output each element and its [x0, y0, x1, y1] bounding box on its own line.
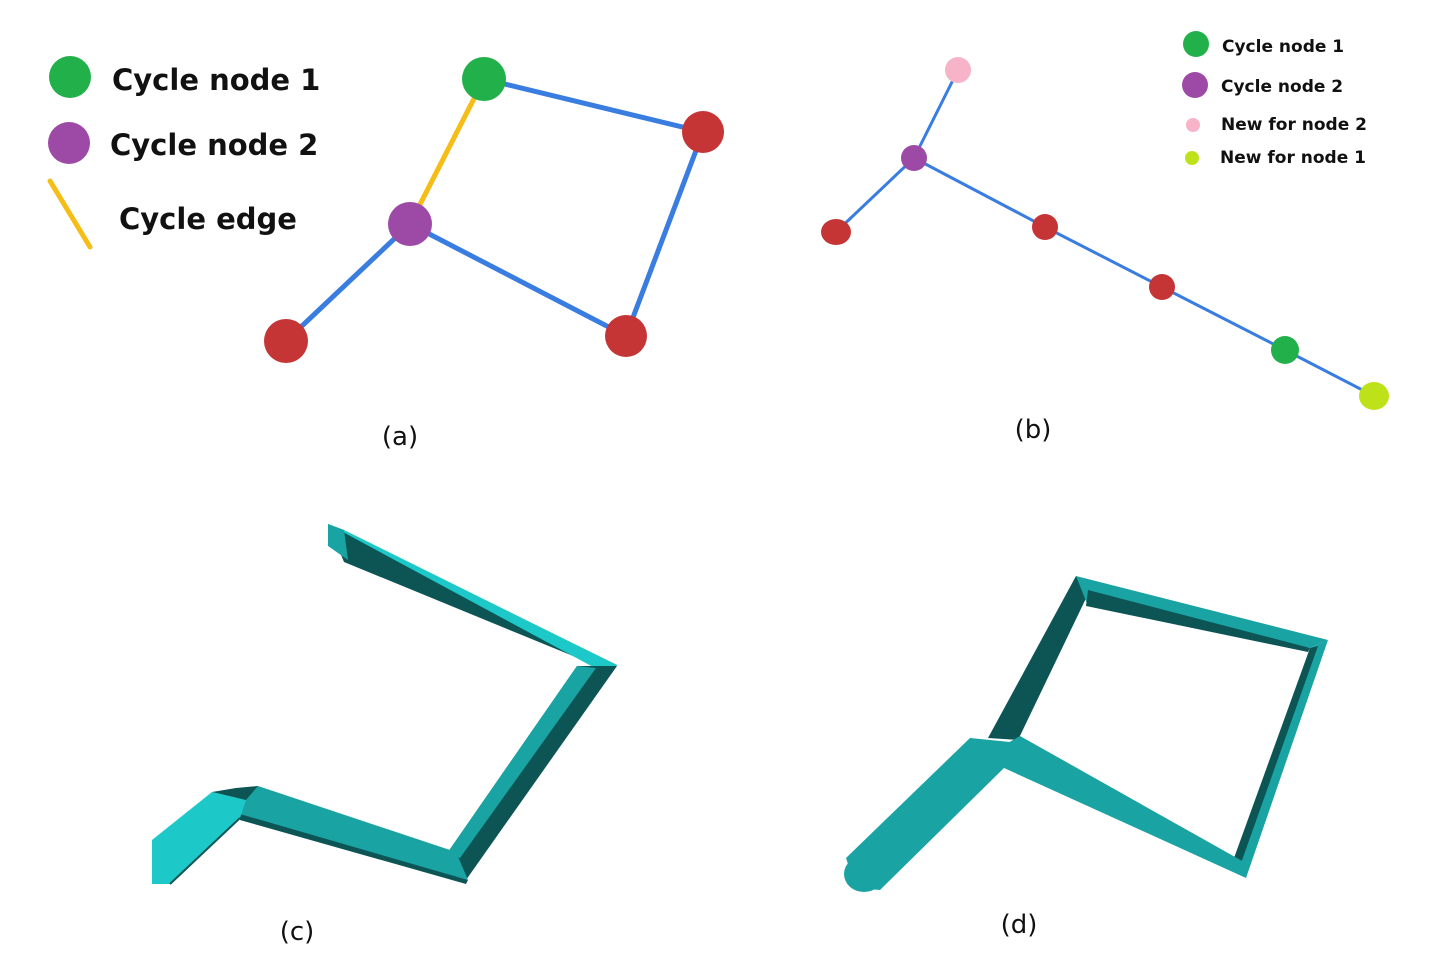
tube-face-mid: [236, 786, 468, 880]
caption-d: (d): [1001, 910, 1038, 940]
caption-c: (c): [280, 917, 315, 947]
panel-a: Cycle node 1 Cycle node 2 Cycle edge (a): [47, 56, 724, 452]
legend-cycle-node-1-swatch: [49, 56, 91, 98]
tube-face-mid: [448, 666, 596, 858]
tube-face-mid: [846, 738, 1010, 890]
node: [1032, 214, 1058, 240]
edge: [913, 156, 1046, 229]
tube-face-mid: [1236, 640, 1328, 878]
panel-d: (d): [844, 576, 1328, 940]
tube-edge: [169, 817, 241, 885]
new-for-node-1: [1359, 382, 1389, 410]
edge: [834, 156, 916, 234]
tube-face-dark: [240, 814, 468, 884]
tube-face-dark: [1234, 646, 1318, 866]
edge: [1044, 225, 1163, 289]
node: [682, 111, 724, 153]
panel-c: (c): [152, 524, 617, 947]
node: [821, 219, 851, 245]
legend-cycle-node-2-swatch: [1182, 72, 1208, 98]
cycle-node-1: [1271, 336, 1299, 364]
edge: [284, 222, 412, 343]
cycle-edge: [407, 77, 487, 226]
legend-new-for-node-2-label: New for node 2: [1221, 115, 1367, 135]
caption-a: (a): [382, 422, 418, 452]
edge: [912, 69, 960, 159]
cycle-node-2: [901, 145, 927, 171]
edge: [408, 221, 628, 339]
tube-face-dark: [988, 576, 1090, 740]
caption-b: (b): [1015, 415, 1052, 445]
legend-cycle-edge-swatch: [47, 178, 93, 250]
tube-face-dark: [1086, 590, 1310, 652]
legend-cycle-node-2-label: Cycle node 2: [110, 128, 318, 162]
tube-face-dark: [448, 666, 617, 880]
cycle-node-2: [388, 202, 432, 246]
legend-new-for-node-1-label: New for node 1: [1220, 148, 1366, 168]
legend-cycle-node-2-label: Cycle node 2: [1221, 77, 1343, 97]
tube-end-cap: [328, 524, 348, 560]
legend-new-for-node-2-swatch: [1186, 118, 1200, 132]
tube-face-light: [152, 792, 246, 884]
tube-face-dark: [212, 786, 258, 800]
legend-cycle-node-1-swatch: [1183, 31, 1209, 57]
node: [1149, 274, 1175, 300]
legend-cycle-node-2-swatch: [48, 122, 90, 164]
legend-cycle-node-1-label: Cycle node 1: [112, 63, 320, 97]
node: [264, 319, 308, 363]
legend-cycle-edge-label: Cycle edge: [119, 202, 297, 236]
legend-cycle-node-1-label: Cycle node 1: [1222, 37, 1344, 57]
tube-face-mid: [1076, 576, 1328, 648]
edge: [623, 131, 706, 337]
tube-face-mid: [1004, 736, 1246, 878]
edge: [1284, 348, 1375, 398]
cycle-node-1: [462, 57, 506, 101]
edge: [483, 76, 704, 135]
panel-b: Cycle node 1 Cycle node 2 New for node 2…: [821, 31, 1389, 445]
tube-end-cap: [844, 856, 884, 892]
node: [605, 315, 647, 357]
new-for-node-2: [945, 57, 971, 83]
tube-face-light: [328, 524, 617, 672]
legend-new-for-node-1-swatch: [1185, 151, 1199, 165]
edge: [1161, 285, 1286, 352]
